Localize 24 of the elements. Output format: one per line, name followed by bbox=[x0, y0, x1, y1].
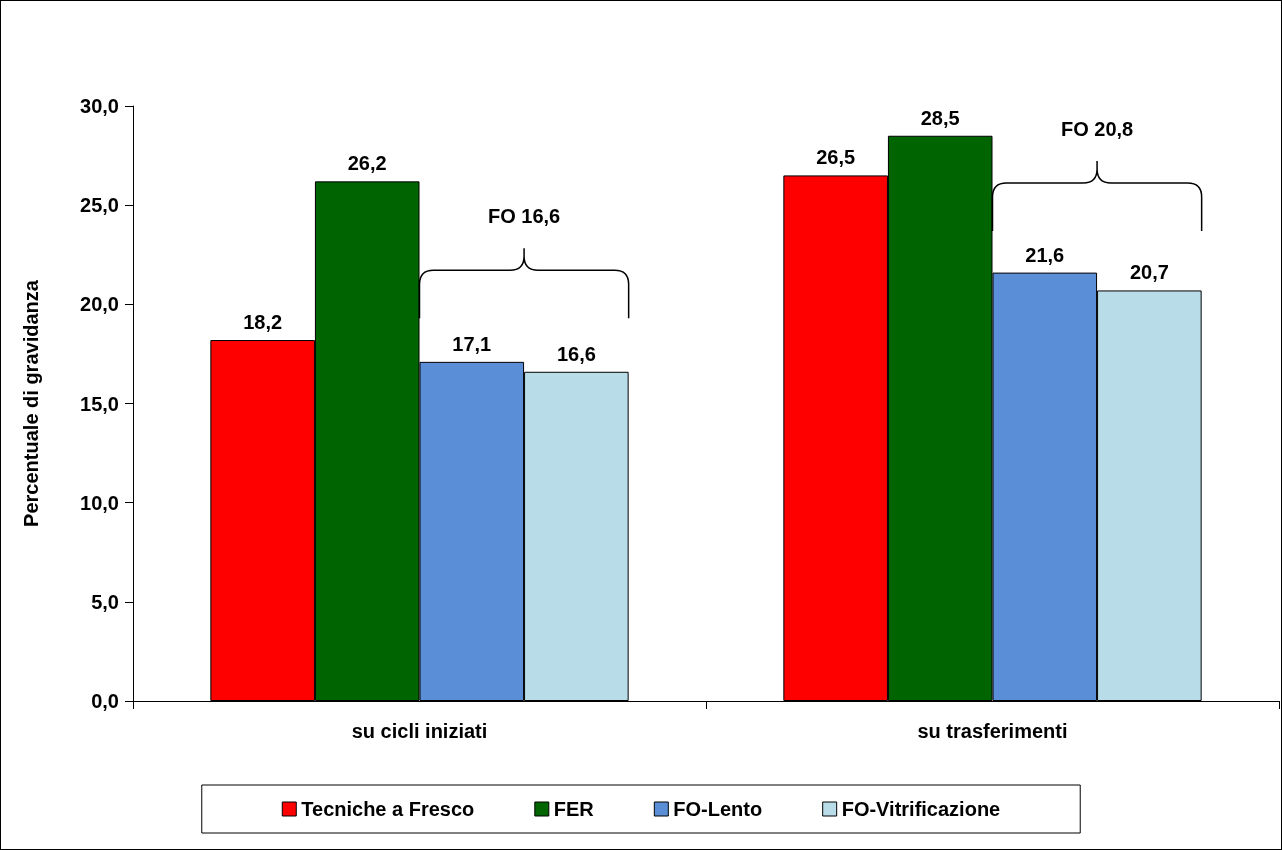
annotation: FO 16,6 bbox=[487, 205, 561, 228]
data-label: 18,2 bbox=[243, 311, 283, 334]
y-tick-label: 0,0 bbox=[91, 690, 119, 712]
y-tick-label: 5,0 bbox=[91, 590, 119, 613]
y-tick-label: 25,0 bbox=[80, 194, 119, 217]
x-tick-label: su trasferimenti bbox=[917, 720, 1068, 742]
data-label: 20,7 bbox=[1129, 261, 1169, 284]
data-label: 21,6 bbox=[1025, 243, 1065, 266]
legend-label: Tecniche a Fresco bbox=[301, 798, 475, 820]
y-axis-title: Percentuale di gravidanza bbox=[20, 279, 42, 527]
legend-label: FO-Lento bbox=[673, 798, 763, 820]
data-label: 16,6 bbox=[556, 342, 596, 365]
data-label: 26,2 bbox=[347, 152, 387, 175]
y-tick-label: 10,0 bbox=[80, 491, 119, 514]
legend-label: FER bbox=[553, 798, 595, 820]
data-label: 17,1 bbox=[452, 332, 492, 355]
x-tick-label: su cicli iniziati bbox=[351, 720, 488, 742]
annotation: FO 20,8 bbox=[1060, 118, 1134, 141]
data-label: 28,5 bbox=[920, 106, 960, 129]
data-label: 26,5 bbox=[816, 146, 856, 169]
y-tick-label: 30,0 bbox=[80, 95, 119, 117]
y-tick-label: 20,0 bbox=[80, 293, 119, 316]
legend-label: FO-Vitrificazione bbox=[841, 798, 1001, 820]
y-tick-label: 15,0 bbox=[80, 392, 119, 415]
